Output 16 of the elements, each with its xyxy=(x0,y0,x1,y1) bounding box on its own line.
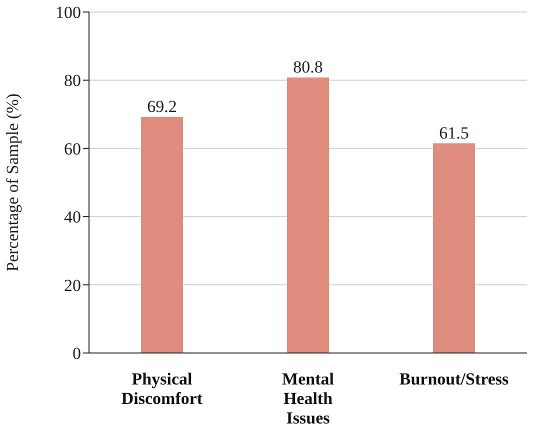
x-tick-label: Mental Health Issues xyxy=(282,369,334,428)
data-label: 69.2 xyxy=(147,97,177,116)
data-label: 61.5 xyxy=(439,123,469,142)
y-axis-title: Percentage of Sample (%) xyxy=(3,94,22,272)
y-tick-label: 100 xyxy=(56,3,81,22)
bar xyxy=(287,77,329,353)
x-tick-label: Burnout/Stress xyxy=(399,369,510,388)
y-tick-label: 60 xyxy=(64,139,81,158)
data-label: 80.8 xyxy=(293,57,323,76)
y-tick-label: 40 xyxy=(64,208,81,227)
bar xyxy=(141,117,183,353)
x-tick-label: Physical Discomfort xyxy=(121,369,203,408)
y-tick-label: 0 xyxy=(72,344,81,364)
bar xyxy=(433,143,475,353)
y-tick-label: 20 xyxy=(64,276,81,295)
y-tick-label: 80 xyxy=(64,71,81,90)
